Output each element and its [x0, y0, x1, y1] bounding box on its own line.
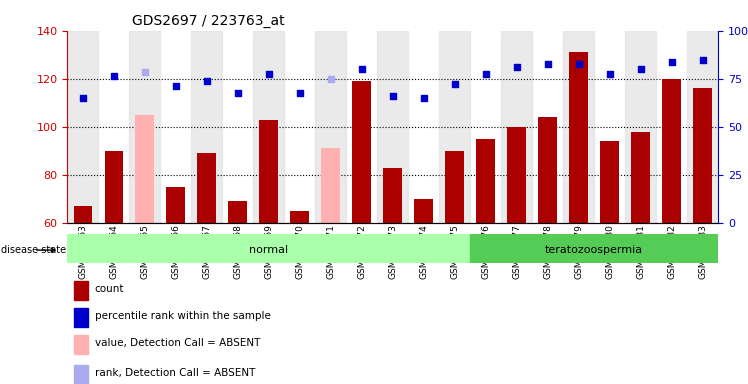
- Point: [139, 68, 151, 74]
- Bar: [74, 334, 88, 354]
- Text: percentile rank within the sample: percentile rank within the sample: [95, 311, 271, 321]
- Bar: [228, 201, 247, 223]
- Bar: [260, 119, 278, 223]
- Bar: [539, 117, 557, 223]
- Bar: [687, 31, 718, 223]
- Bar: [167, 187, 185, 223]
- Bar: [377, 31, 408, 223]
- Bar: [129, 31, 160, 223]
- Bar: [563, 31, 594, 223]
- Bar: [74, 365, 88, 384]
- Point: [108, 73, 120, 79]
- Bar: [105, 151, 123, 223]
- FancyBboxPatch shape: [67, 234, 470, 263]
- Point: [417, 95, 429, 101]
- Bar: [74, 281, 88, 300]
- Point: [696, 56, 708, 63]
- Bar: [74, 308, 88, 327]
- FancyBboxPatch shape: [470, 234, 718, 263]
- Point: [387, 93, 399, 99]
- Bar: [662, 79, 681, 223]
- Bar: [501, 31, 532, 223]
- Bar: [254, 31, 284, 223]
- Point: [634, 66, 646, 72]
- Point: [294, 90, 306, 96]
- Point: [666, 59, 678, 65]
- Text: value, Detection Call = ABSENT: value, Detection Call = ABSENT: [95, 338, 260, 348]
- Bar: [631, 131, 650, 223]
- Text: normal: normal: [249, 245, 288, 255]
- Bar: [352, 81, 371, 223]
- Bar: [693, 88, 712, 223]
- Bar: [322, 148, 340, 223]
- Text: rank, Detection Call = ABSENT: rank, Detection Call = ABSENT: [95, 368, 255, 378]
- Point: [232, 90, 244, 96]
- Bar: [625, 31, 656, 223]
- Point: [573, 61, 585, 68]
- Point: [356, 66, 368, 72]
- Point: [263, 71, 275, 77]
- Bar: [67, 31, 98, 223]
- Text: GDS2697 / 223763_at: GDS2697 / 223763_at: [132, 14, 285, 28]
- Point: [325, 76, 337, 82]
- Point: [200, 78, 212, 84]
- Bar: [315, 31, 346, 223]
- Bar: [73, 206, 92, 223]
- Bar: [601, 141, 619, 223]
- Point: [479, 71, 491, 77]
- Point: [542, 61, 554, 68]
- Bar: [135, 115, 154, 223]
- Bar: [569, 52, 588, 223]
- Bar: [445, 151, 464, 223]
- Point: [77, 95, 89, 101]
- Bar: [384, 167, 402, 223]
- Point: [511, 64, 523, 70]
- Text: disease state: disease state: [1, 245, 67, 255]
- Point: [449, 81, 461, 87]
- Bar: [191, 31, 222, 223]
- Bar: [414, 199, 433, 223]
- Text: teratozoospermia: teratozoospermia: [545, 245, 643, 255]
- Point: [170, 83, 182, 89]
- Text: count: count: [95, 285, 124, 295]
- Bar: [439, 31, 470, 223]
- Bar: [290, 211, 309, 223]
- Bar: [476, 139, 495, 223]
- Bar: [507, 127, 526, 223]
- Bar: [197, 153, 216, 223]
- Point: [604, 71, 616, 77]
